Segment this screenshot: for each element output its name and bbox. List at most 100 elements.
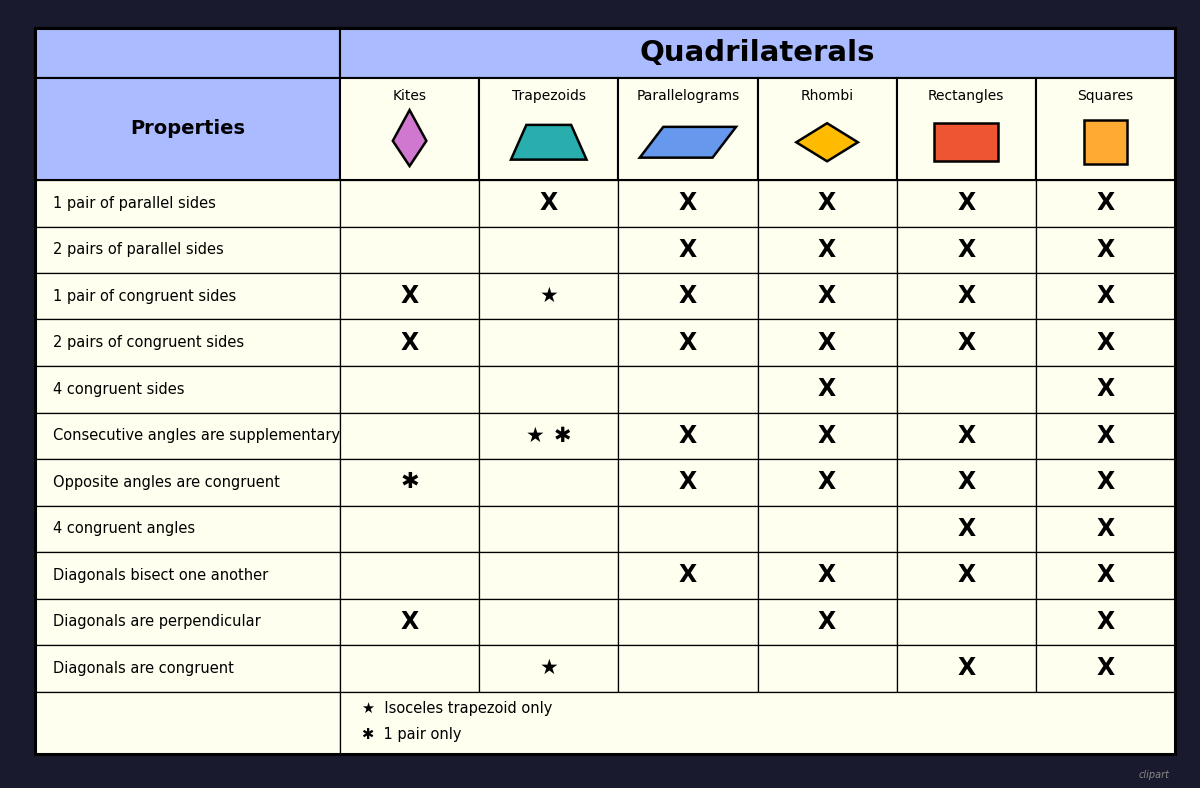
Text: 2 pairs of congruent sides: 2 pairs of congruent sides xyxy=(53,335,244,350)
Bar xyxy=(757,552,896,599)
Bar xyxy=(1036,645,1175,692)
Text: Diagonals are congruent: Diagonals are congruent xyxy=(53,661,234,676)
Text: X: X xyxy=(1097,517,1115,541)
Bar xyxy=(757,366,896,412)
Text: X: X xyxy=(958,284,976,308)
Bar xyxy=(1036,226,1175,273)
Bar xyxy=(618,505,757,552)
Text: X: X xyxy=(679,424,697,448)
Bar xyxy=(896,552,1036,599)
Text: ✱: ✱ xyxy=(401,472,419,492)
Polygon shape xyxy=(511,125,587,160)
Text: Parallelograms: Parallelograms xyxy=(636,89,739,103)
Text: Trapezoids: Trapezoids xyxy=(511,89,586,103)
Bar xyxy=(618,459,757,505)
Bar xyxy=(35,645,340,692)
Text: X: X xyxy=(818,470,836,494)
Polygon shape xyxy=(392,110,426,166)
Bar xyxy=(757,645,896,692)
Text: X: X xyxy=(818,284,836,308)
Bar xyxy=(1036,552,1175,599)
Bar xyxy=(479,180,618,226)
Bar xyxy=(340,180,479,226)
Bar xyxy=(896,459,1036,505)
Bar xyxy=(1036,273,1175,319)
Text: ★: ★ xyxy=(539,658,558,678)
Text: ✱: ✱ xyxy=(554,426,571,446)
Bar xyxy=(340,599,479,645)
Text: 4 congruent sides: 4 congruent sides xyxy=(53,381,185,396)
Text: X: X xyxy=(1097,377,1115,401)
Bar xyxy=(340,273,479,319)
Bar xyxy=(479,366,618,412)
Text: X: X xyxy=(818,191,836,215)
Bar xyxy=(1036,505,1175,552)
Bar xyxy=(618,366,757,412)
Text: X: X xyxy=(818,238,836,262)
Bar xyxy=(35,366,340,412)
Bar xyxy=(618,412,757,459)
Text: X: X xyxy=(679,238,697,262)
Text: ✱  1 pair only: ✱ 1 pair only xyxy=(362,727,462,742)
Bar xyxy=(618,645,757,692)
Text: X: X xyxy=(1097,238,1115,262)
Bar xyxy=(618,599,757,645)
Bar xyxy=(35,273,340,319)
Bar xyxy=(618,319,757,366)
Text: Opposite angles are congruent: Opposite angles are congruent xyxy=(53,474,280,490)
Text: X: X xyxy=(1097,610,1115,634)
Bar xyxy=(896,226,1036,273)
Text: X: X xyxy=(818,610,836,634)
Text: Rhombi: Rhombi xyxy=(800,89,853,103)
Bar xyxy=(35,412,340,459)
Bar xyxy=(757,599,896,645)
Bar xyxy=(479,412,618,459)
Text: X: X xyxy=(818,424,836,448)
Bar xyxy=(479,645,618,692)
Text: Squares: Squares xyxy=(1078,89,1134,103)
Text: X: X xyxy=(958,517,976,541)
Text: X: X xyxy=(1097,191,1115,215)
Bar xyxy=(35,552,340,599)
Bar xyxy=(757,319,896,366)
Bar xyxy=(757,459,896,505)
Bar xyxy=(757,180,896,226)
Bar xyxy=(934,123,998,162)
Text: X: X xyxy=(958,331,976,355)
Bar xyxy=(479,552,618,599)
Text: X: X xyxy=(1097,284,1115,308)
Text: ★  Isoceles trapezoid only: ★ Isoceles trapezoid only xyxy=(362,701,552,716)
Bar xyxy=(1036,599,1175,645)
Polygon shape xyxy=(797,123,858,162)
Text: 4 congruent angles: 4 congruent angles xyxy=(53,521,196,537)
Text: X: X xyxy=(958,191,976,215)
Bar xyxy=(340,226,479,273)
Text: X: X xyxy=(679,563,697,587)
Bar xyxy=(35,319,340,366)
Bar xyxy=(896,180,1036,226)
Bar xyxy=(340,78,479,180)
Text: X: X xyxy=(1097,563,1115,587)
Text: X: X xyxy=(1097,656,1115,680)
Bar xyxy=(35,28,340,78)
Bar xyxy=(1036,180,1175,226)
Text: ★: ★ xyxy=(539,286,558,307)
Bar xyxy=(479,226,618,273)
Text: X: X xyxy=(1097,331,1115,355)
Bar xyxy=(479,319,618,366)
Bar xyxy=(35,692,340,753)
Text: Quadrilaterals: Quadrilaterals xyxy=(640,39,875,67)
Bar xyxy=(35,180,340,226)
Bar xyxy=(1036,319,1175,366)
Bar xyxy=(1084,121,1127,164)
Bar xyxy=(618,226,757,273)
Bar xyxy=(1036,366,1175,412)
Text: X: X xyxy=(679,331,697,355)
Text: X: X xyxy=(679,470,697,494)
Bar xyxy=(1036,459,1175,505)
Bar xyxy=(896,319,1036,366)
Text: X: X xyxy=(958,470,976,494)
Bar xyxy=(340,645,479,692)
Text: X: X xyxy=(958,563,976,587)
Bar xyxy=(896,645,1036,692)
